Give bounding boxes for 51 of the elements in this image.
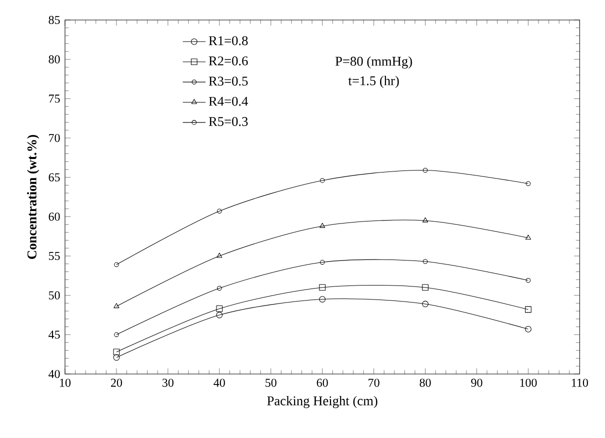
y-tick-label: 65 <box>48 173 60 182</box>
x-tick-label: 30 <box>162 378 174 387</box>
x-tick-label: 80 <box>420 378 431 387</box>
point <box>525 234 532 240</box>
x-tick-label: 10 <box>60 378 71 387</box>
point <box>319 284 326 291</box>
point <box>320 222 326 228</box>
point <box>320 178 325 183</box>
legend-label: R3=0.5 <box>208 76 248 86</box>
point <box>114 303 120 308</box>
y-tick-label: 70 <box>49 134 60 142</box>
legend-label: R5=0.3 <box>208 117 248 126</box>
point <box>422 284 428 291</box>
point <box>422 217 428 222</box>
y-tick-label: 75 <box>49 94 60 103</box>
x-tick-label: 70 <box>368 378 380 387</box>
x-tick-label: 40 <box>214 378 225 387</box>
point <box>216 312 223 318</box>
x-tick-label: 110 <box>572 378 588 387</box>
x-tick-label: 60 <box>316 378 328 387</box>
y-tick-label: 85 <box>48 16 60 24</box>
x-tick-label: 90 <box>471 378 482 387</box>
x-tick-label: 20 <box>110 378 122 387</box>
x-tick-label: 50 <box>266 378 276 387</box>
point <box>113 354 120 361</box>
point <box>216 252 222 258</box>
legend-label: R2=0.6 <box>208 56 248 66</box>
legend-label: R1=0.8 <box>208 36 248 46</box>
point <box>422 168 428 173</box>
point <box>319 296 326 302</box>
point <box>525 306 532 313</box>
y-tick-label: 45 <box>48 330 60 339</box>
x-axis-title: Packing Height (cm) <box>267 396 378 408</box>
y-tick-label: 40 <box>48 370 60 378</box>
x-tick-label: 100 <box>520 378 537 387</box>
annotation: P=80 (mmHg) <box>335 56 412 69</box>
point <box>320 260 325 265</box>
point <box>422 259 428 264</box>
point <box>525 326 532 332</box>
y-axis-title: Concentration (wt.%) <box>27 135 40 259</box>
y-tick-label: 55 <box>48 252 60 260</box>
legend-label: R4=0.4 <box>208 96 248 106</box>
y-tick-label: 80 <box>48 55 60 64</box>
point <box>217 286 222 291</box>
point <box>422 300 428 308</box>
y-tick-label: 60 <box>48 212 60 221</box>
point <box>216 306 223 312</box>
point <box>113 348 120 356</box>
point <box>217 208 222 214</box>
annotation: t=1.5 (hr) <box>348 76 399 88</box>
y-tick-label: 50 <box>48 291 60 300</box>
